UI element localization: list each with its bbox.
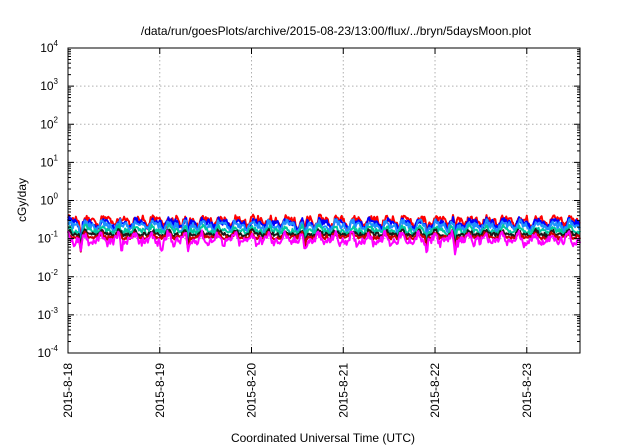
series-line-6 [67, 230, 581, 253]
x-axis-ticks: 2015-8-18 2015-8-19 2015-8-20 2015-8-21 2015… [61, 48, 534, 418]
series-line-5 [67, 228, 581, 250]
y-tick-label: 101 [40, 153, 58, 169]
x-tick-label: 2015-8-20 [245, 363, 259, 418]
y-axis-label: cGy/day [15, 178, 29, 222]
y-tick-label: 103 [40, 77, 58, 93]
y-axis-ticks: 104 103 102 101 100 10-1 10-2 10-3 10-4 [38, 39, 580, 360]
y-tick-label: 104 [40, 39, 58, 55]
y-tick-label: 102 [40, 115, 58, 131]
series-line-3 [67, 218, 581, 241]
x-tick-label: 2015-8-22 [428, 363, 442, 418]
x-tick-label: 2015-8-19 [153, 363, 167, 418]
x-tick-label: 2015-8-18 [61, 363, 75, 418]
series-line-4 [67, 223, 581, 247]
y-tick-label: 10-2 [38, 268, 59, 284]
y-tick-label: 10-3 [38, 306, 59, 322]
y-tick-label: 10-1 [38, 230, 59, 246]
series-line-7 [67, 229, 581, 256]
x-tick-label: 2015-8-21 [336, 363, 350, 418]
x-axis-label: Coordinated Universal Time (UTC) [231, 431, 415, 445]
grid-lines [68, 48, 580, 353]
chart-title: /data/run/goesPlots/archive/2015-08-23/1… [141, 24, 532, 38]
data-series [67, 213, 581, 256]
y-tick-label: 100 [40, 192, 58, 208]
y-tick-label: 10-4 [38, 344, 59, 360]
x-tick-label: 2015-8-23 [520, 363, 534, 418]
